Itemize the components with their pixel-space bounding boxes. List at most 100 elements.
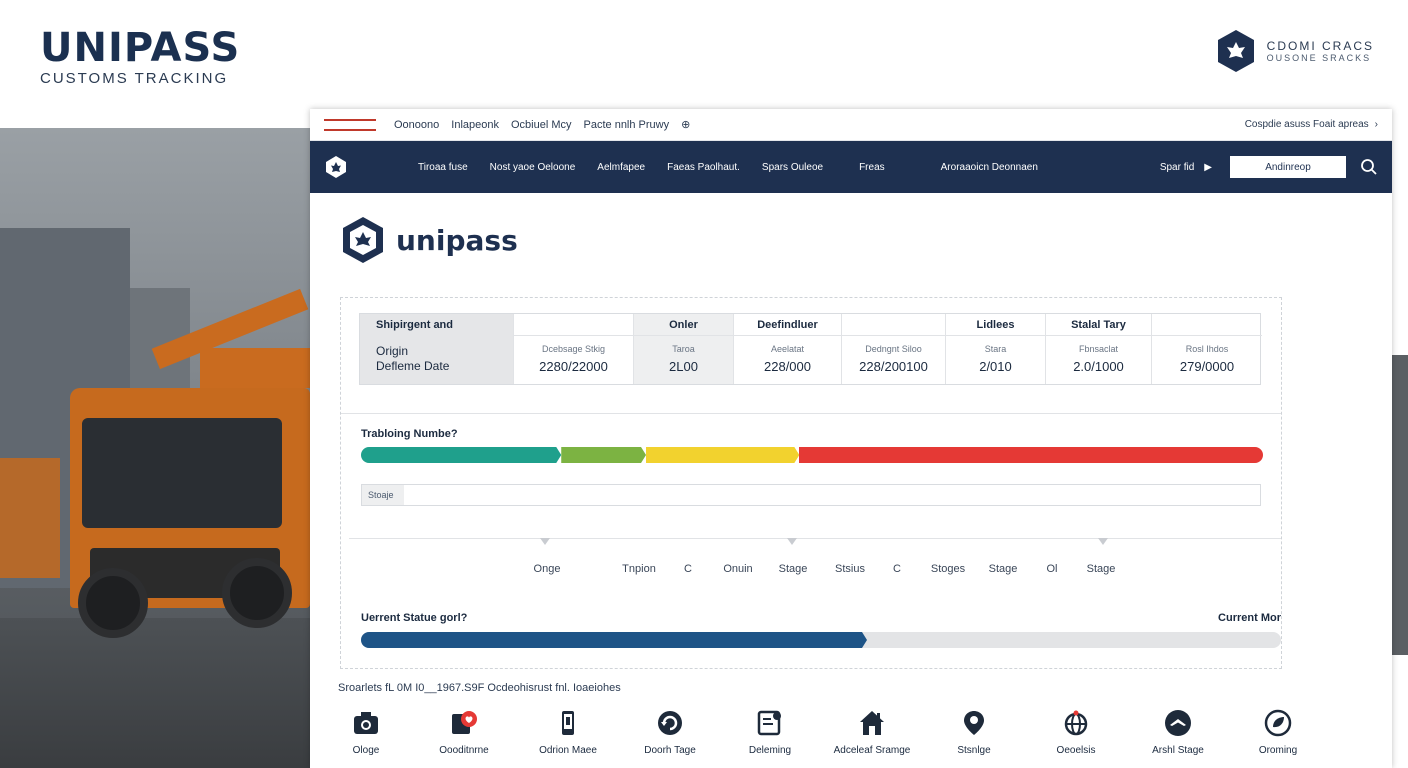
topbar-link-2[interactable]: Inlapeonk bbox=[451, 118, 499, 131]
summary-column-label: Stara bbox=[984, 344, 1007, 354]
progress-segment-4 bbox=[799, 447, 1263, 463]
icon-tile-7[interactable]: Stsnlge bbox=[919, 709, 1029, 756]
nav-logo-icon[interactable] bbox=[324, 155, 348, 179]
stage-label-2: Tnpion bbox=[622, 563, 656, 575]
topbar-right-link[interactable]: Cospdie asuss Foait apreas bbox=[1244, 119, 1369, 130]
document-icon bbox=[757, 710, 781, 736]
summary-column-header bbox=[514, 314, 633, 336]
summary-column-label: Dcebsage Stkig bbox=[541, 344, 606, 354]
topbar-link-1[interactable]: Oonoono bbox=[394, 118, 440, 131]
nav-item-2[interactable]: Nost yaoe Oeloone bbox=[489, 161, 576, 173]
background-truck-photo bbox=[0, 128, 330, 768]
search-input[interactable] bbox=[1230, 156, 1346, 178]
top-bar: Oonoono Inlapeonk Ocbiuel Mcy Pacte nnlh… bbox=[310, 109, 1392, 141]
chevron-right-icon[interactable]: › bbox=[1374, 119, 1378, 130]
page-title: unipass bbox=[396, 223, 518, 257]
stage-icon-row: Ologe Oooditnrne Odrion Maee Doorh Tage … bbox=[334, 709, 1344, 764]
nav-item-5[interactable]: Spars Ouleoe bbox=[761, 161, 824, 173]
refresh-icon bbox=[658, 711, 682, 735]
nav-item-7[interactable]: Aroraaoicn Deonnaen bbox=[940, 161, 1038, 173]
nav-item-6[interactable]: Freas bbox=[859, 161, 885, 173]
info-icon[interactable]: ⊕ bbox=[681, 119, 691, 131]
summary-first-column: Shipirgent and Origin Defleme Date bbox=[360, 314, 514, 384]
topbar-link-4[interactable]: Pacte nnlh Pruwy bbox=[583, 118, 670, 131]
cursor-icon: ▶ bbox=[1204, 161, 1212, 173]
leaf-icon bbox=[1264, 709, 1292, 737]
icon-label-6: Adceleaf Sramge bbox=[833, 745, 911, 756]
stage-label-3: C bbox=[684, 563, 692, 575]
icon-label-1: Ologe bbox=[352, 745, 380, 756]
summary-column-value: 2.0/1000 bbox=[1073, 359, 1124, 374]
summary-column-header: Stalal Tary bbox=[1046, 314, 1151, 336]
icon-tile-5[interactable]: Deleming bbox=[715, 709, 825, 756]
stage-marker bbox=[787, 538, 797, 545]
summary-column-value: 279/0000 bbox=[1179, 359, 1235, 374]
icon-tile-10[interactable]: Oroming bbox=[1223, 709, 1333, 756]
summary-column-value: 228/000 bbox=[764, 359, 811, 374]
icon-label-4: Doorh Tage bbox=[644, 745, 696, 756]
corner-logo: CDOMI CRACS OUSONE SRACKS bbox=[1215, 28, 1374, 74]
stages-rule bbox=[349, 538, 1281, 539]
location-pin-icon bbox=[964, 711, 984, 735]
summary-column: Lidlees Stara 2/010 bbox=[946, 314, 1046, 384]
summary-row-date: Defleme Date bbox=[376, 359, 450, 373]
icon-tile-6[interactable]: Adceleaf Sramge bbox=[817, 709, 927, 756]
mini-logo[interactable] bbox=[324, 118, 376, 131]
stage-label-1: Onge bbox=[533, 563, 561, 575]
corner-logo-line1: CDOMI CRACS bbox=[1266, 39, 1374, 53]
icon-tile-3[interactable]: Odrion Maee bbox=[513, 709, 623, 756]
brand: UNIPASS CUSTOMS TRACKING bbox=[40, 28, 240, 87]
brand-subtitle: CUSTOMS TRACKING bbox=[40, 70, 229, 87]
divider bbox=[341, 413, 1281, 414]
stage-label-9: Stage bbox=[988, 563, 1018, 575]
summary-column-value: 2280/22000 bbox=[539, 359, 608, 374]
nav-item-3[interactable]: Aelmfapee bbox=[597, 161, 646, 173]
stage-label: Stoaje bbox=[362, 485, 404, 505]
icon-tile-9[interactable]: Arshl Stage bbox=[1123, 709, 1233, 756]
house-icon bbox=[860, 711, 884, 735]
plane-icon bbox=[1165, 710, 1191, 736]
shield-logo-icon bbox=[1217, 30, 1254, 72]
summary-column-header: Lidlees bbox=[946, 314, 1045, 336]
main-nav: Tiroaa fuse Nost yaoe Oeloone Aelmfapee … bbox=[310, 141, 1392, 193]
main-panel: Oonoono Inlapeonk Ocbiuel Mcy Pacte nnlh… bbox=[310, 109, 1392, 768]
icon-tile-2[interactable]: Oooditnrne bbox=[409, 709, 519, 756]
topbar-link-3[interactable]: Ocbiuel Mcy bbox=[510, 118, 572, 131]
nav-item-1[interactable]: Tiroaa fuse bbox=[418, 161, 468, 173]
shipment-summary-table: Shipirgent and Origin Defleme Date Dcebs… bbox=[359, 313, 1262, 385]
summary-column-value: 2/010 bbox=[979, 359, 1012, 374]
icon-tile-4[interactable]: Doorh Tage bbox=[615, 709, 725, 756]
nav-item-4[interactable]: Faeas Paolhaut. bbox=[667, 161, 740, 173]
current-status-label: Uerrent Statue gorl? bbox=[361, 612, 468, 624]
summary-column-label: Rosl Ihdos bbox=[1185, 344, 1229, 354]
page-logo: unipass bbox=[340, 215, 518, 265]
summary-column: Stalal Tary Fbnsaclat 2.0/1000 bbox=[1046, 314, 1152, 384]
globe-icon bbox=[1064, 710, 1088, 736]
stage-input[interactable]: Stoaje bbox=[361, 484, 1261, 506]
icon-label-5: Deleming bbox=[748, 745, 792, 756]
summary-column: Dedngnt Siloo 228/200100 bbox=[842, 314, 946, 384]
summary-column: Deefindluer Aeelatat 228/000 bbox=[734, 314, 842, 384]
background-edge bbox=[1392, 355, 1408, 655]
stage-label-6: Stsius bbox=[835, 563, 865, 575]
summary-column-label: Taroa bbox=[672, 344, 695, 354]
progress-segment-3 bbox=[646, 447, 799, 463]
progress-segment-1 bbox=[361, 447, 561, 463]
summary-column-value: 2L00 bbox=[669, 359, 698, 374]
tracking-number-label: Trabloing Numbe? bbox=[361, 428, 458, 440]
tracking-progress-bar bbox=[361, 447, 1263, 463]
summary-column-label: Fbnsaclat bbox=[1078, 344, 1119, 354]
icon-tile-1[interactable]: Ologe bbox=[311, 709, 421, 756]
summary-column-header bbox=[1152, 314, 1262, 336]
summary-column: Dcebsage Stkig 2280/22000 bbox=[514, 314, 634, 384]
nav-spare-link[interactable]: Spar fid bbox=[1159, 161, 1195, 173]
current-status-bar bbox=[361, 632, 1281, 648]
summary-column-header bbox=[842, 314, 945, 336]
alert-icon bbox=[452, 711, 477, 734]
summary-header: Shipirgent and bbox=[376, 319, 453, 331]
search-icon[interactable] bbox=[1360, 158, 1378, 176]
icon-label-3: Odrion Maee bbox=[539, 745, 597, 756]
summary-column-header: Onler bbox=[634, 314, 733, 336]
icon-label-2: Oooditnrne bbox=[439, 745, 489, 756]
icon-tile-8[interactable]: Oeoelsis bbox=[1021, 709, 1131, 756]
